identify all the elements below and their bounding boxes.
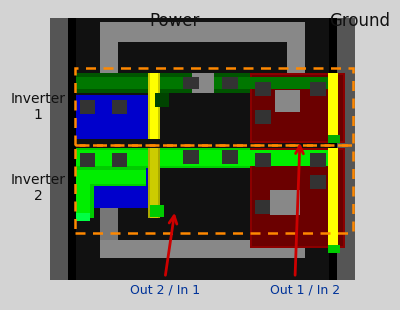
Bar [76, 77, 336, 89]
Bar [76, 213, 90, 221]
Bar [76, 150, 336, 166]
Text: Ground: Ground [330, 12, 390, 30]
Bar [112, 153, 127, 167]
Bar [150, 148, 158, 218]
Text: Power: Power [150, 12, 200, 30]
Bar [68, 18, 76, 280]
Bar [148, 73, 160, 139]
Bar [328, 73, 338, 139]
Bar [255, 110, 271, 124]
Bar [100, 240, 305, 258]
Bar [80, 153, 95, 167]
Bar [112, 100, 127, 114]
Bar [76, 170, 90, 216]
Bar [50, 18, 70, 280]
Bar [118, 42, 287, 82]
Bar [118, 200, 287, 235]
Bar [150, 205, 164, 217]
Bar [275, 90, 300, 112]
Bar [76, 170, 146, 184]
Bar [148, 148, 160, 218]
Bar [75, 145, 353, 233]
Text: Inverter
2: Inverter 2 [10, 173, 66, 203]
Bar [255, 200, 271, 214]
Bar [287, 42, 305, 92]
Bar [328, 148, 338, 248]
Bar [335, 18, 355, 280]
Bar [310, 175, 326, 189]
Bar [100, 42, 118, 92]
Bar [255, 153, 271, 167]
Bar [76, 95, 148, 139]
Bar [250, 148, 345, 248]
Bar [75, 68, 353, 145]
Bar [255, 82, 271, 96]
Bar [80, 100, 95, 114]
Bar [50, 18, 355, 280]
Text: Out 1 / In 2: Out 1 / In 2 [270, 284, 340, 296]
Text: Inverter
1: Inverter 1 [10, 92, 66, 122]
Bar [310, 82, 326, 96]
Bar [252, 75, 343, 141]
Bar [250, 73, 345, 143]
Bar [76, 148, 336, 168]
Bar [155, 93, 169, 107]
Bar [100, 22, 305, 42]
Text: Out 2 / In 1: Out 2 / In 1 [130, 284, 200, 296]
Bar [150, 73, 158, 139]
Bar [222, 150, 238, 164]
Bar [252, 150, 343, 246]
Bar [76, 168, 146, 186]
Bar [76, 148, 148, 208]
Bar [192, 73, 214, 93]
Bar [100, 200, 118, 240]
Bar [310, 153, 326, 167]
Bar [287, 200, 305, 240]
Bar [76, 73, 336, 93]
Bar [183, 150, 199, 164]
Bar [222, 77, 238, 89]
Bar [329, 18, 337, 280]
Bar [328, 245, 340, 253]
Bar [328, 135, 340, 143]
Bar [76, 168, 94, 218]
Bar [183, 77, 199, 89]
Bar [270, 190, 300, 215]
